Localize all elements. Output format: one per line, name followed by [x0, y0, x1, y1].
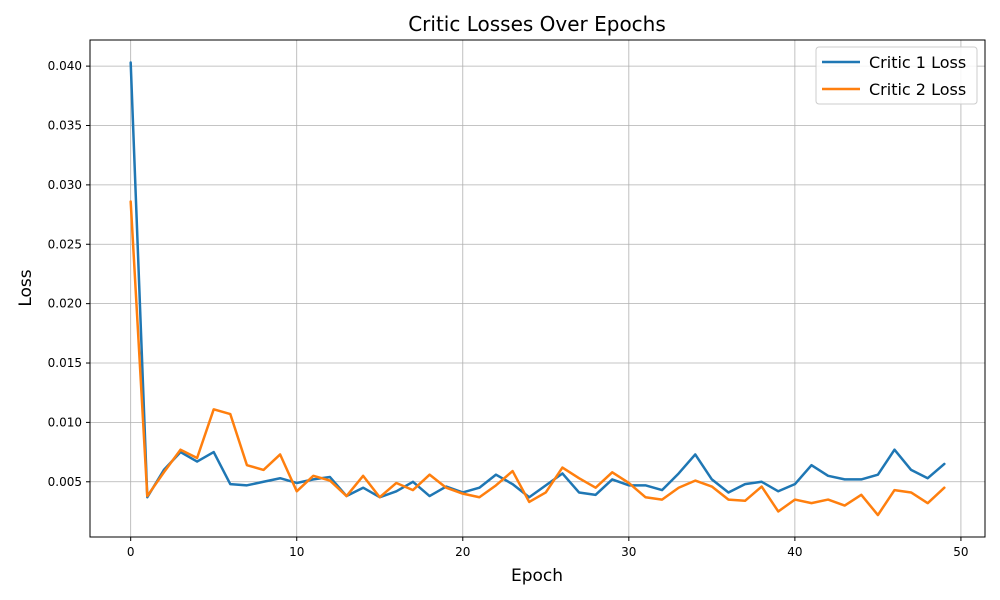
- series-line-critic-1: [129, 61, 946, 499]
- y-tick-label: 0.040: [48, 59, 82, 73]
- series-line-critic-2: [129, 200, 946, 517]
- plot-area-frame: [89, 39, 986, 538]
- gridlines: [90, 40, 985, 537]
- y-tick-label: 0.005: [48, 475, 82, 489]
- x-tick-label: 0: [127, 545, 135, 559]
- x-tick-label: 40: [787, 545, 802, 559]
- y-tick-label: 0.010: [48, 415, 82, 429]
- y-axis-ticks: 0.005 0.010 0.015 0.020 0.025 0.030 0.035 0.040: [48, 59, 90, 489]
- x-axis-title: Epoch: [511, 566, 563, 586]
- legend-label-critic-1: Critic 1 Loss: [869, 53, 966, 72]
- x-axis-ticks: 0 10 20 30 40 50: [127, 537, 969, 559]
- legend-label-critic-2: Critic 2 Loss: [869, 80, 966, 99]
- y-tick-label: 0.030: [48, 178, 82, 192]
- chart-title: Critic Losses Over Epochs: [408, 12, 666, 36]
- series-lines: [129, 61, 946, 517]
- x-tick-label: 30: [621, 545, 636, 559]
- y-tick-label: 0.035: [48, 119, 82, 133]
- legend: Critic 1 Loss Critic 2 Loss: [815, 46, 978, 105]
- y-tick-label: 0.015: [48, 356, 82, 370]
- x-tick-label: 20: [455, 545, 470, 559]
- y-tick-label: 0.020: [48, 297, 82, 311]
- y-axis-title: Loss: [16, 269, 36, 306]
- x-tick-label: 10: [289, 545, 304, 559]
- x-tick-label: 50: [953, 545, 968, 559]
- y-tick-label: 0.025: [48, 237, 82, 251]
